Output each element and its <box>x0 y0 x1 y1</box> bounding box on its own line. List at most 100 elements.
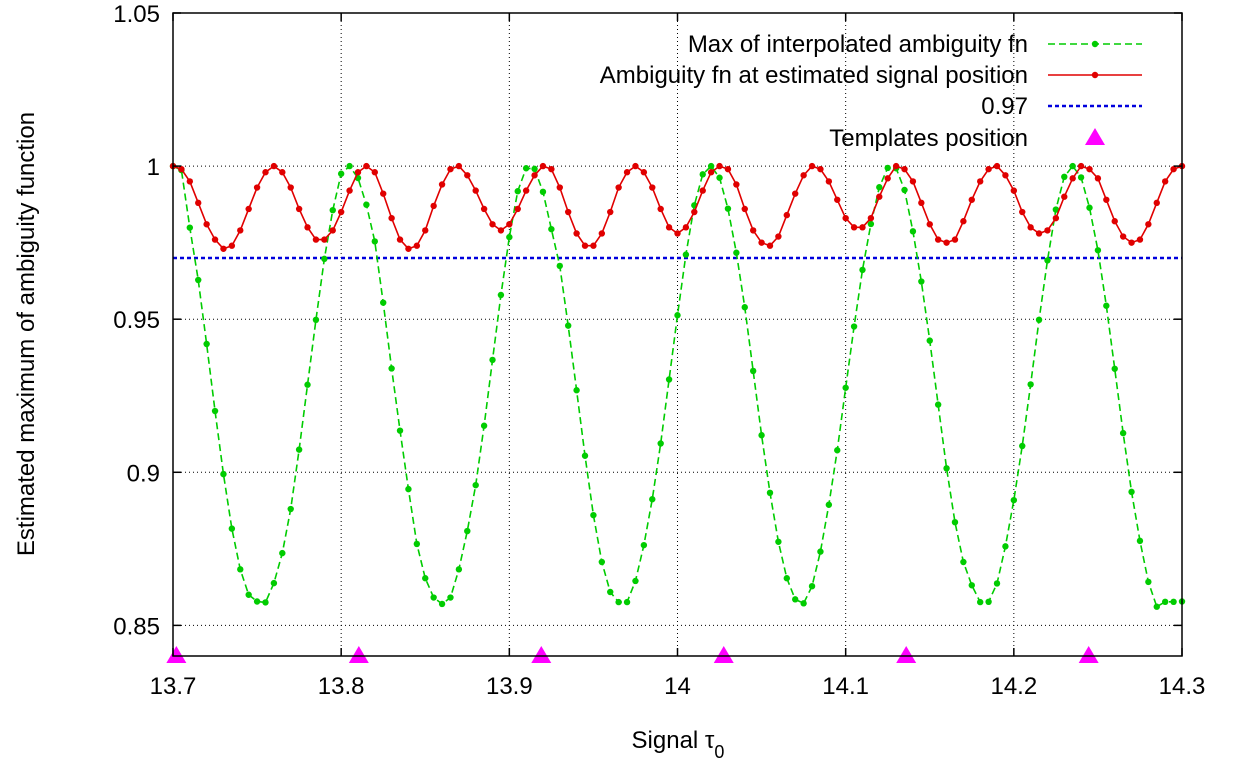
green-series-point <box>1136 537 1144 545</box>
green-series-point <box>1153 603 1160 610</box>
red-series-point <box>909 178 917 185</box>
red-series-point <box>556 184 563 191</box>
red-series-point <box>564 208 572 216</box>
green-series-point <box>716 174 723 181</box>
legend-label: Ambiguity fn at estimated signal positio… <box>600 62 1028 89</box>
red-series-point <box>489 221 496 228</box>
green-series-point <box>1094 247 1102 254</box>
template-position-marker <box>348 646 369 663</box>
green-series-point <box>447 594 454 601</box>
red-series-point <box>186 178 194 185</box>
green-series-point <box>665 376 673 383</box>
green-series-point <box>1002 543 1009 550</box>
red-series-point <box>716 162 723 170</box>
template-position-marker <box>531 646 552 663</box>
green-series-point <box>464 527 471 535</box>
red-series-point <box>934 236 942 243</box>
green-series-point <box>598 558 606 566</box>
red-series-point <box>346 187 353 194</box>
red-series-point <box>1170 165 1177 173</box>
series-ambiguity-at-estimate <box>169 162 1186 252</box>
red-series-point <box>430 202 437 210</box>
green-series-point <box>741 304 748 311</box>
green-series-point <box>489 356 496 364</box>
red-series-point <box>1052 214 1060 222</box>
red-series-point <box>985 165 992 173</box>
green-series-point <box>1145 578 1152 586</box>
green-series-point <box>842 384 849 391</box>
red-series-point <box>203 221 210 228</box>
red-series-point <box>850 224 858 231</box>
green-series-point <box>951 518 959 526</box>
legend-label: Max of interpolated ambiguity fn <box>688 31 1028 58</box>
green-series-point <box>195 276 202 284</box>
red-series-point <box>1111 218 1118 225</box>
green-series-point <box>514 188 521 195</box>
green-series-point <box>1061 173 1068 181</box>
green-series-point <box>539 188 547 196</box>
green-series-point <box>1111 365 1118 372</box>
green-series-point <box>758 432 765 439</box>
green-series-point <box>480 422 488 429</box>
green-series-point <box>1161 598 1169 606</box>
red-series-point <box>472 187 479 194</box>
red-series-point <box>1002 172 1009 179</box>
red-series-point <box>1153 199 1160 207</box>
red-series-point <box>1119 233 1127 240</box>
legend: Max of interpolated ambiguity fn Ambiguit… <box>600 31 1142 152</box>
green-series-point <box>556 262 563 270</box>
green-series-point <box>1103 302 1110 309</box>
green-series-point <box>1170 598 1177 606</box>
red-series-point <box>884 175 891 182</box>
green-series-point <box>792 596 799 603</box>
red-series-point <box>1035 230 1043 237</box>
green-series-point <box>1086 204 1093 211</box>
red-series-point <box>1136 236 1144 243</box>
red-series-point <box>480 205 488 213</box>
green-series-point <box>186 224 194 231</box>
template-position-marker <box>896 646 917 663</box>
red-series-point <box>834 196 841 203</box>
red-series-point <box>640 169 648 176</box>
red-series-point <box>1103 196 1110 203</box>
green-series-point <box>522 165 530 172</box>
green-series-point <box>1044 257 1051 264</box>
template-position-marker <box>713 646 734 663</box>
green-series-point <box>859 266 866 274</box>
green-series-point <box>968 582 975 589</box>
red-series-point <box>237 227 244 234</box>
x-tick-label: 13.9 <box>486 673 533 700</box>
red-series-point <box>497 227 505 234</box>
green-series-point <box>649 496 656 503</box>
green-series-point <box>682 251 690 258</box>
red-series-point <box>674 230 681 237</box>
green-series-point <box>295 446 303 453</box>
green-series-point <box>304 381 311 388</box>
red-series-point <box>749 227 757 234</box>
green-series-point <box>985 598 992 606</box>
green-series-point <box>632 577 639 585</box>
green-series-point <box>960 558 967 566</box>
red-series-point <box>354 169 362 176</box>
template-position-marker <box>166 646 187 663</box>
red-series-point <box>1077 162 1085 170</box>
red-series-point <box>968 196 975 203</box>
green-series-point <box>1119 429 1127 437</box>
red-series-point <box>531 172 538 179</box>
red-series-point <box>859 224 866 231</box>
red-series-point <box>623 169 631 176</box>
red-series-point <box>691 208 698 216</box>
green-series-point <box>909 228 917 235</box>
green-series-point <box>884 164 891 172</box>
green-series-point <box>926 337 933 344</box>
green-series-point <box>581 452 589 459</box>
red-series-point <box>901 165 908 173</box>
green-series-point <box>220 470 227 478</box>
red-series-point <box>548 165 555 173</box>
red-series-point <box>337 208 345 216</box>
green-series-point <box>901 186 908 194</box>
red-series-point <box>514 205 521 213</box>
red-series-point <box>464 172 471 179</box>
green-series-point <box>363 201 370 208</box>
